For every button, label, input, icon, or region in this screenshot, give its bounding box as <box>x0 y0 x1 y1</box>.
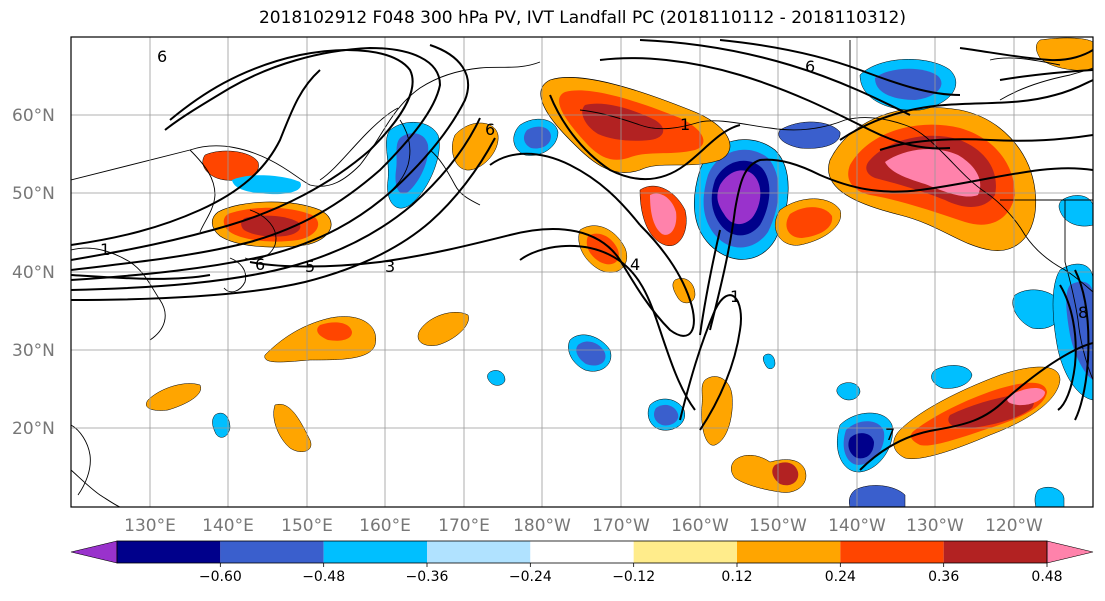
longitude-labels: 130°E 140°E 150°E 160°E 170°E 180°W 170°… <box>124 516 1043 536</box>
pv-contours <box>71 39 1093 471</box>
lon-label: 170°W <box>592 516 650 536</box>
graticule <box>71 37 1093 507</box>
contour-label: 7 <box>885 425 895 444</box>
colorbar-segment <box>737 541 841 563</box>
lat-label: 60°N <box>12 106 55 126</box>
contour-label: 6 <box>255 255 265 274</box>
colorbar-segment <box>840 541 944 563</box>
contour-label: 6 <box>805 57 815 76</box>
colorbar-tick-label: 0.12 <box>721 569 752 585</box>
colorbar-segment <box>633 541 737 563</box>
colorbar-extend-low <box>70 540 118 564</box>
lon-label: 140°W <box>828 516 886 536</box>
lon-label: 160°W <box>671 516 729 536</box>
contour-label-group: 6 1 6 5 3 6 6 1 4 1 7 8 <box>100 47 1088 444</box>
lon-label: 160°E <box>359 516 411 536</box>
colorbar-tick-label: −0.12 <box>612 569 655 585</box>
map-area: 6 1 6 5 3 6 6 1 4 1 7 8 <box>71 37 1093 507</box>
lat-label: 50°N <box>12 184 55 204</box>
lon-label: 180°W <box>513 516 571 536</box>
lon-label: 120°W <box>985 516 1043 536</box>
contour-label: 1 <box>100 240 110 259</box>
contour-label: 1 <box>730 287 740 306</box>
colorbar-tick-label: −0.48 <box>302 569 345 585</box>
colorbar-extend-high <box>1046 540 1094 564</box>
lat-label: 40°N <box>12 263 55 283</box>
contour-label: 6 <box>157 47 167 66</box>
colorbar-segment <box>117 541 221 563</box>
contour-label: 3 <box>385 257 395 276</box>
lon-label: 140°E <box>202 516 254 536</box>
colorbar-tick-label: 0.36 <box>928 569 959 585</box>
lon-label: 150°W <box>749 516 807 536</box>
contour-label: 4 <box>630 255 640 274</box>
map-title: 2018102912 F048 300 hPa PV, IVT Landfall… <box>258 8 906 28</box>
colorbar-tick-label: −0.36 <box>406 569 449 585</box>
latitude-labels: 60°N 50°N 40°N 30°N 20°N <box>12 106 55 439</box>
pv-anomaly-fields <box>146 37 1093 507</box>
lon-label: 130°W <box>906 516 964 536</box>
lat-label: 30°N <box>12 341 55 361</box>
lon-label: 150°E <box>281 516 333 536</box>
contour-label: 5 <box>305 257 315 276</box>
colorbar: −0.60 −0.48 −0.36 −0.24 −0.12 0.12 0.24 0.36 0.4… <box>70 540 1094 585</box>
lat-label: 20°N <box>12 419 55 439</box>
contour-label: 8 <box>1078 303 1088 322</box>
lon-label: 130°E <box>124 516 176 536</box>
colorbar-segment <box>427 541 531 563</box>
colorbar-segment <box>220 541 324 563</box>
colorbar-tick-label: 0.24 <box>825 569 856 585</box>
colorbar-tick-label: −0.60 <box>199 569 242 585</box>
colorbar-segment <box>530 541 634 563</box>
colorbar-segment <box>943 541 1047 563</box>
map-frame <box>70 36 1094 508</box>
contour-label: 1 <box>680 115 690 134</box>
colorbar-tick-label: 0.48 <box>1031 569 1062 585</box>
contour-label: 6 <box>485 120 495 139</box>
colorbar-segment <box>323 541 427 563</box>
colorbar-tick-label: −0.24 <box>509 569 552 585</box>
lon-label: 170°E <box>438 516 490 536</box>
colorbar-outline <box>116 540 1048 564</box>
